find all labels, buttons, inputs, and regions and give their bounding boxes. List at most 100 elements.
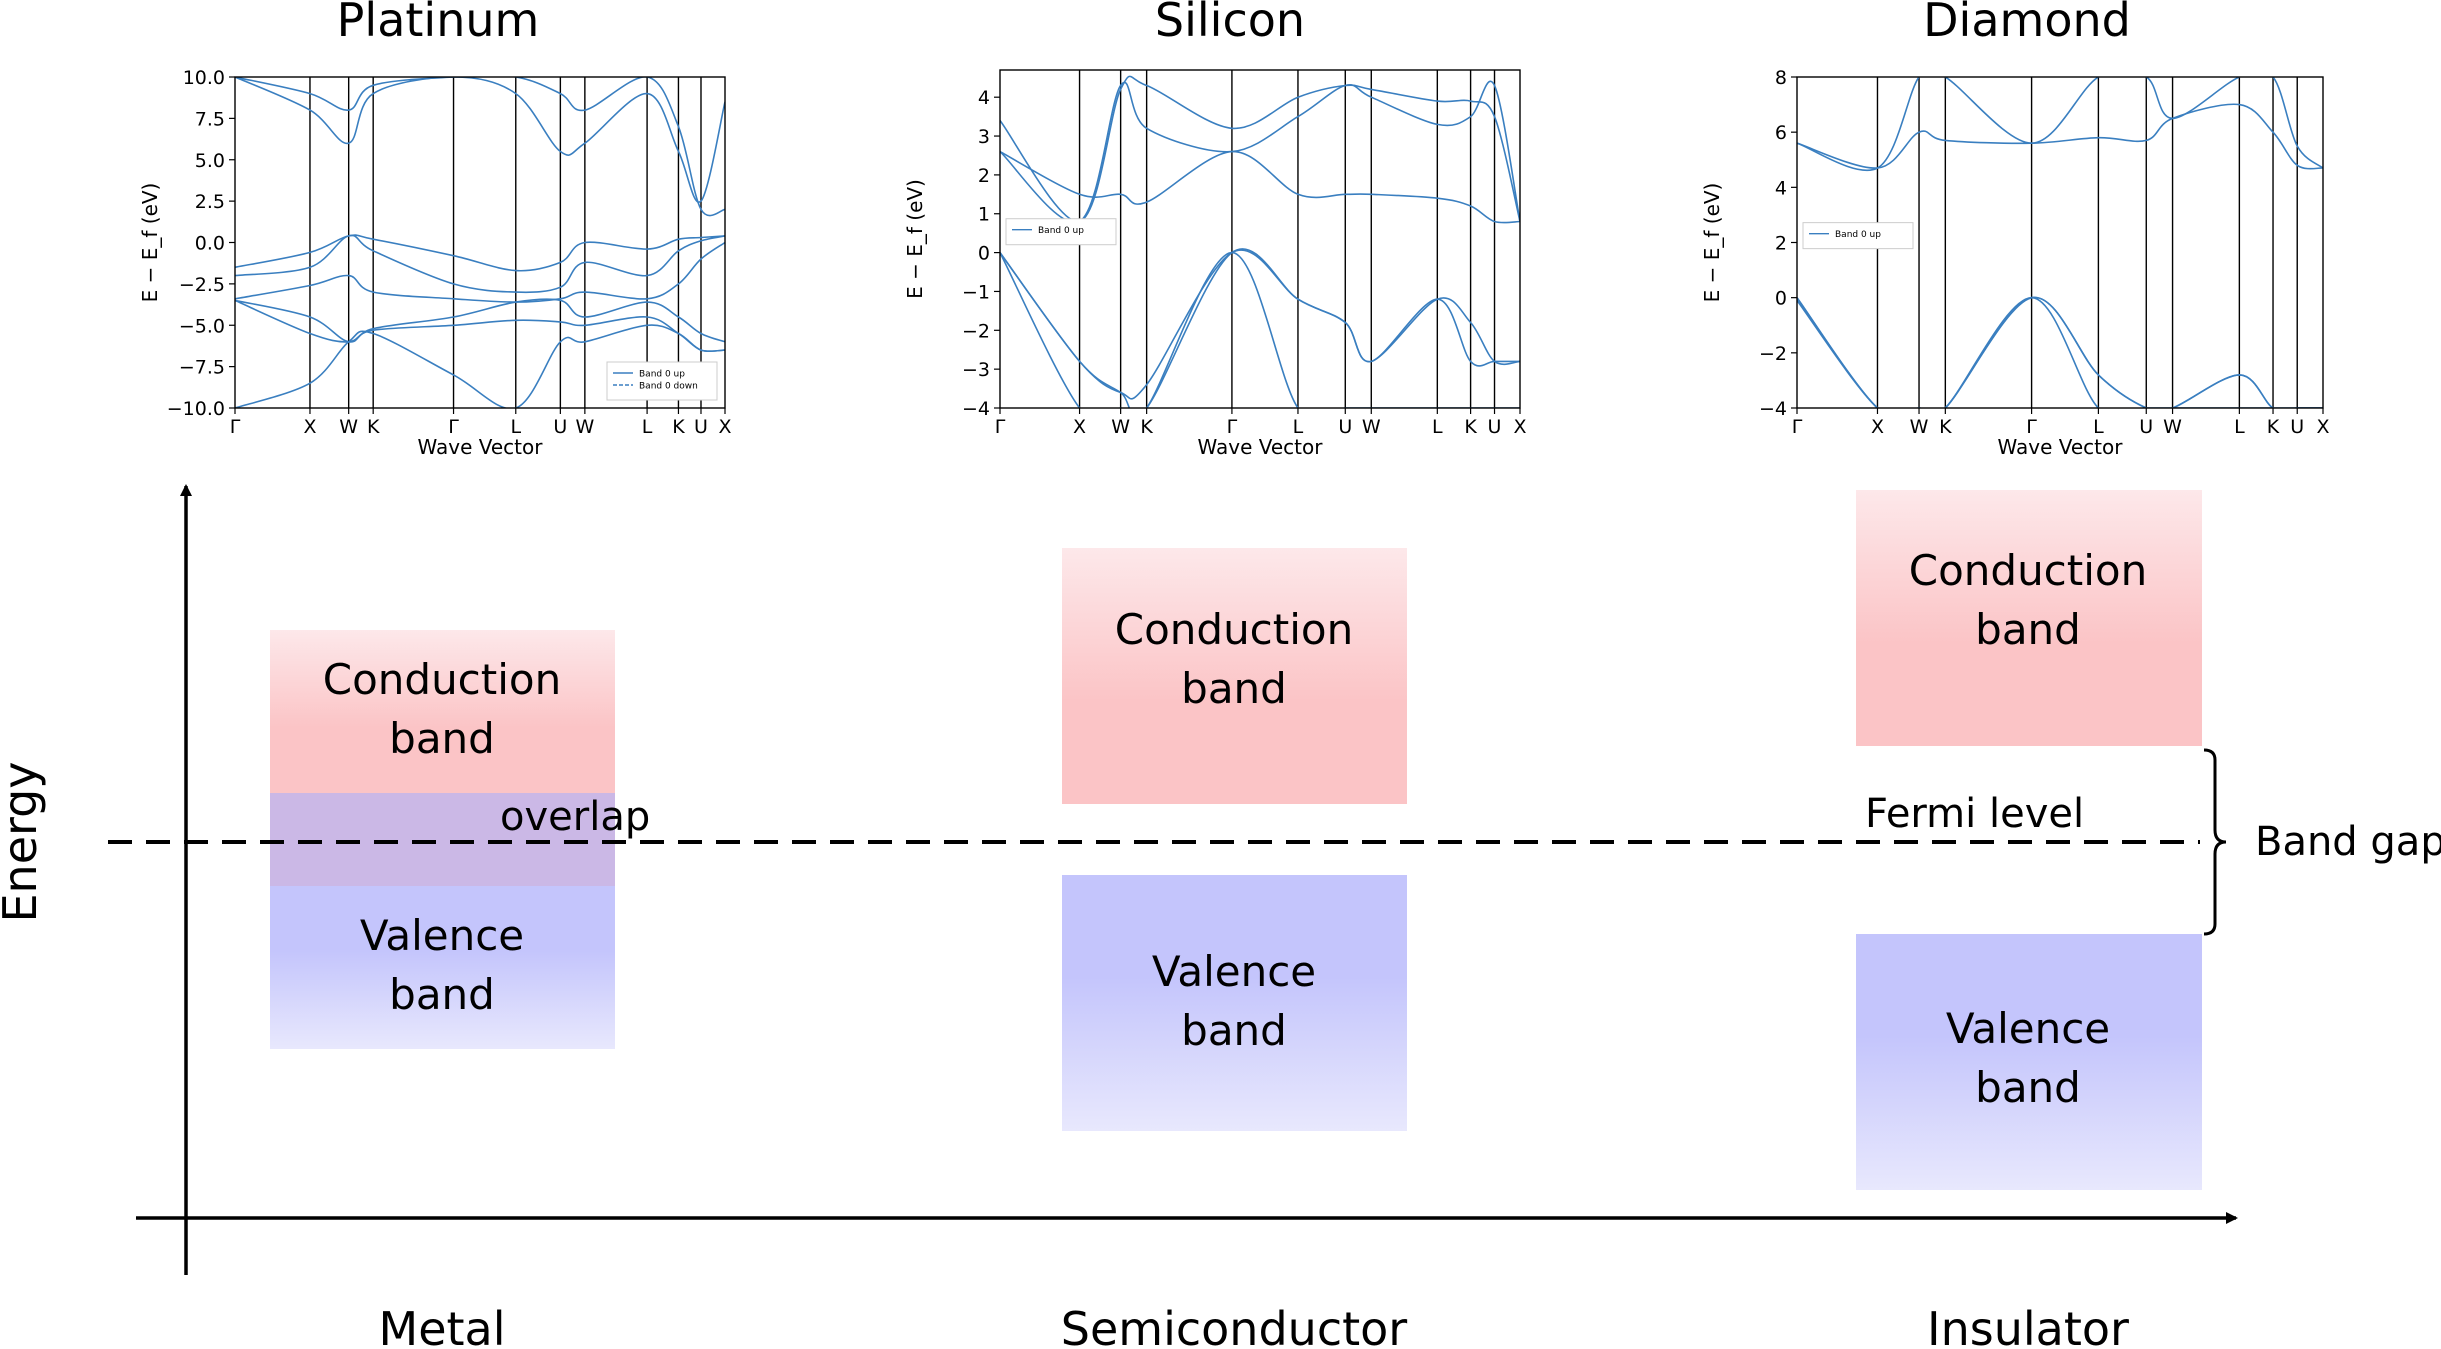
y-tick-label: 4 bbox=[1775, 177, 1787, 199]
panel-title: Platinum bbox=[337, 0, 540, 47]
semiconductor-label: Semiconductor bbox=[1061, 1302, 1408, 1349]
band-line bbox=[1000, 75, 1520, 223]
x-tick-label: W bbox=[1362, 416, 1381, 438]
energy-axis-label: Energy bbox=[0, 761, 47, 922]
x-tick-label: L bbox=[2234, 416, 2245, 438]
valence-band bbox=[270, 886, 615, 1049]
band-gap-label: Band gap bbox=[2255, 819, 2441, 865]
plot-frame bbox=[234, 76, 726, 409]
x-tick-label: Γ bbox=[230, 416, 241, 438]
x-tick-label: K bbox=[2267, 416, 2280, 438]
band-line bbox=[235, 298, 725, 343]
band-line bbox=[1797, 296, 2323, 408]
bands bbox=[235, 77, 725, 408]
overlap-label: overlap bbox=[500, 794, 650, 840]
legend-box bbox=[1005, 218, 1117, 246]
x-tick-label: U bbox=[694, 416, 708, 438]
metal-column: Conduction band Valence band overlap Met… bbox=[270, 630, 650, 1349]
band-line bbox=[235, 324, 725, 408]
y-tick-label: −4 bbox=[1759, 398, 1787, 420]
x-tick-label: Γ bbox=[448, 416, 459, 438]
conduction-band bbox=[1062, 548, 1407, 804]
fermi-level-label: Fermi level bbox=[1865, 791, 2084, 837]
insulator-label: Insulator bbox=[1927, 1302, 2129, 1349]
valence-band-label: band bbox=[389, 970, 495, 1019]
band-line bbox=[1000, 248, 1520, 408]
y-tick-label: 0 bbox=[978, 243, 990, 265]
x-tick-label: U bbox=[2290, 416, 2304, 438]
y-tick-label: 7.5 bbox=[195, 108, 225, 130]
y-tick-label: 10.0 bbox=[183, 67, 225, 89]
band-line bbox=[1797, 77, 2323, 171]
x-tick-label: L bbox=[510, 416, 521, 438]
valence-band-label: Valence bbox=[1152, 947, 1316, 996]
conduction-band-label: Conduction bbox=[323, 655, 561, 704]
x-tick-label: U bbox=[1488, 416, 1502, 438]
legend-entry: Band 0 down bbox=[639, 382, 698, 392]
y-axis-label: E − E_f (eV) bbox=[138, 183, 162, 303]
x-tick-label: X bbox=[1073, 416, 1086, 438]
x-tick-label: Γ bbox=[2026, 416, 2037, 438]
y-tick-label: −10.0 bbox=[167, 398, 225, 420]
band-line bbox=[235, 234, 725, 294]
x-tick-label: X bbox=[303, 416, 316, 438]
valence-band-label: band bbox=[1975, 1063, 2081, 1112]
x-axis-label: Wave Vector bbox=[418, 435, 544, 459]
y-tick-label: 8 bbox=[1775, 67, 1787, 89]
panel-title: Diamond bbox=[1923, 0, 2131, 47]
x-tick-label: K bbox=[367, 416, 380, 438]
x-tick-label: L bbox=[642, 416, 653, 438]
x-tick-label: K bbox=[1464, 416, 1477, 438]
y-tick-label: −2.5 bbox=[179, 274, 225, 296]
x-tick-label: Γ bbox=[995, 416, 1006, 438]
band-line bbox=[1797, 296, 2323, 408]
valence-band-label: band bbox=[1181, 1006, 1287, 1055]
legend-box bbox=[606, 361, 718, 401]
y-axis-label: E − E_f (eV) bbox=[1700, 183, 1724, 303]
band-line bbox=[1000, 251, 1520, 408]
valence-band bbox=[1062, 875, 1407, 1131]
legend: Band 0 up Band 0 down bbox=[606, 361, 718, 401]
x-tick-label: W bbox=[575, 416, 594, 438]
conduction-band bbox=[270, 630, 615, 793]
x-tick-label: U bbox=[553, 416, 567, 438]
legend-entry: Band 0 up bbox=[1038, 226, 1084, 236]
y-tick-label: 0 bbox=[1775, 288, 1787, 310]
y-tick-label: 2 bbox=[1775, 233, 1787, 255]
metal-label: Metal bbox=[379, 1302, 506, 1349]
y-tick-label: 3 bbox=[978, 126, 990, 148]
conduction-band bbox=[1856, 490, 2202, 746]
y-tick-label: −1 bbox=[962, 281, 990, 303]
y-tick-label: 0.0 bbox=[195, 233, 225, 255]
platinum-panel: Platinum 10.0 7.5 5.0 2.5 0.0 −2.5 −5.0 −7.5 −10… bbox=[138, 0, 732, 459]
x-tick-label: W bbox=[1910, 416, 1929, 438]
panel-title: Silicon bbox=[1155, 0, 1305, 47]
x-tick-label: Γ bbox=[1792, 416, 1803, 438]
overlap-region bbox=[270, 793, 615, 886]
semiconductor-column: Conduction band Valence band Semiconduct… bbox=[1061, 548, 1408, 1349]
x-tick-label: W bbox=[1111, 416, 1130, 438]
legend-entry: Band 0 up bbox=[639, 370, 685, 380]
y-tick-label: −5.0 bbox=[179, 315, 225, 337]
x-tick-label: K bbox=[1939, 416, 1952, 438]
x-tick-label: W bbox=[339, 416, 358, 438]
conduction-band-label: band bbox=[389, 714, 495, 763]
x-tick-label: X bbox=[1513, 416, 1526, 438]
y-axis-label: E − E_f (eV) bbox=[903, 179, 927, 299]
valence-band-label: Valence bbox=[1946, 1004, 2110, 1053]
conduction-band-label: band bbox=[1181, 664, 1287, 713]
band-line bbox=[235, 241, 725, 303]
x-tick-label: L bbox=[1293, 416, 1304, 438]
conduction-band-label: Conduction bbox=[1115, 605, 1353, 654]
legend-box bbox=[1802, 222, 1914, 250]
y-tick-label: 5.0 bbox=[195, 150, 225, 172]
x-tick-label: L bbox=[2093, 416, 2104, 438]
x-tick-label: W bbox=[2163, 416, 2182, 438]
y-tick-label: −3 bbox=[962, 359, 990, 381]
conduction-band-label: band bbox=[1975, 605, 2081, 654]
conduction-band-label: Conduction bbox=[1909, 546, 2147, 595]
band-line bbox=[235, 77, 725, 217]
valence-band bbox=[1856, 934, 2202, 1190]
